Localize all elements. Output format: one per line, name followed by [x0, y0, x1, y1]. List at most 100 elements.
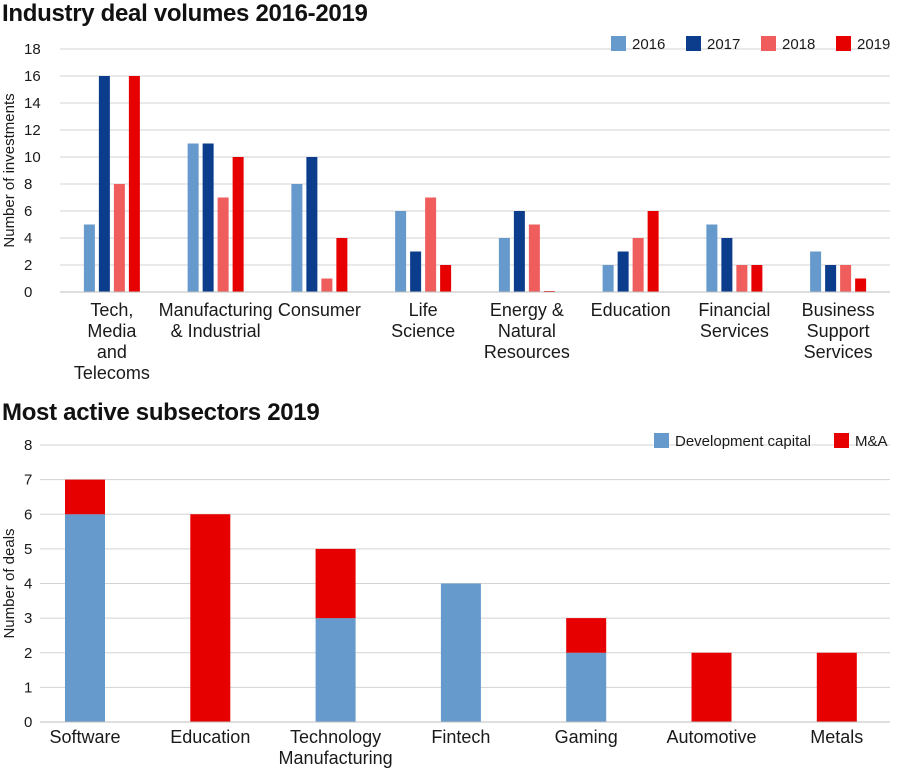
bar — [440, 265, 452, 292]
y-tick-label: 3 — [24, 610, 32, 627]
category-label-line: Services — [804, 342, 873, 362]
bar — [336, 238, 348, 292]
bar — [202, 143, 214, 292]
category-label: Automotive — [666, 727, 756, 747]
category-label-line: Manufacturing — [159, 300, 273, 320]
category-label: Gaming — [555, 727, 618, 747]
bar — [751, 265, 763, 292]
category-label-line: Media — [87, 321, 137, 341]
legend-swatch — [686, 36, 701, 51]
y-tick-label: 8 — [24, 176, 32, 193]
y-tick-label: 1 — [24, 679, 32, 696]
bar — [128, 76, 140, 292]
y-tick-label: 0 — [24, 714, 32, 731]
bar — [410, 251, 422, 292]
y-tick-label: 7 — [24, 472, 32, 489]
bar-segment — [566, 652, 607, 722]
legend-swatch — [836, 36, 851, 51]
y-tick-label: 16 — [24, 68, 41, 85]
category-label-line: Fintech — [431, 727, 490, 747]
bar — [647, 211, 659, 292]
bar-segment — [65, 514, 105, 722]
category-label-line: Consumer — [278, 300, 361, 320]
bar — [321, 278, 333, 292]
bar — [425, 197, 437, 292]
y-tick-label: 2 — [24, 257, 32, 274]
bar — [306, 157, 318, 292]
legend-swatch — [654, 433, 669, 448]
bar — [825, 265, 837, 292]
category-label: Life Science — [391, 300, 455, 341]
bar-segment — [440, 583, 481, 722]
bar — [291, 184, 303, 292]
legend-swatch — [611, 36, 626, 51]
legend-swatch — [834, 433, 849, 448]
bar — [83, 224, 95, 292]
category-label-line: Tech, — [90, 300, 133, 320]
y-tick-label: 0 — [24, 284, 32, 301]
category-label-line: Energy & — [490, 300, 564, 320]
bar — [721, 238, 733, 292]
bar-segment — [566, 618, 607, 653]
bar — [602, 265, 614, 292]
y-tick-label: 6 — [24, 506, 32, 523]
category-label: Metals — [810, 727, 863, 747]
bar — [217, 197, 229, 292]
category-label: Technology Manufacturing — [279, 727, 393, 768]
bar — [187, 143, 199, 292]
category-label-line: Life — [409, 300, 438, 320]
legend-swatch — [761, 36, 776, 51]
category-label-line: Financial — [698, 300, 770, 320]
y-tick-label: 8 — [24, 437, 32, 454]
category-label-line: Education — [170, 727, 250, 747]
category-label-line: Science — [391, 321, 455, 341]
industry-deal-volumes-chart: 0 2 4 6 8 10 12 14 16 18 Number of investments Tech… — [1, 36, 890, 383]
category-label-line: Gaming — [555, 727, 618, 747]
category-label-line: Software — [49, 727, 120, 747]
category-label: Business Support Services — [802, 300, 875, 362]
category-label-line: Technology — [290, 727, 381, 747]
category-label-line: Automotive — [666, 727, 756, 747]
y-tick-label: 10 — [24, 149, 41, 166]
category-label-line: Business — [802, 300, 875, 320]
bar — [395, 211, 407, 292]
bar — [498, 238, 510, 292]
y-tick-label: 5 — [24, 541, 32, 558]
category-label-line: Services — [700, 321, 769, 341]
category-label-line: Resources — [484, 342, 570, 362]
category-label-line: Manufacturing — [279, 748, 393, 768]
category-label: Education — [170, 727, 250, 747]
y-tick-label: 4 — [24, 576, 32, 593]
y-tick-label: 12 — [24, 122, 41, 139]
category-label: Financial Services — [698, 300, 770, 341]
category-label-line: Telecoms — [74, 363, 150, 383]
category-label-line: Metals — [810, 727, 863, 747]
category-label: Software — [49, 727, 120, 747]
bar-segment — [65, 479, 105, 515]
bar — [98, 76, 110, 292]
category-label: Fintech — [431, 727, 490, 747]
y-axis-title: Number of deals — [1, 528, 18, 638]
bar — [632, 238, 644, 292]
bar — [113, 184, 125, 292]
bar-segment — [190, 514, 231, 722]
y-tick-label: 2 — [24, 645, 32, 662]
bar — [232, 157, 244, 292]
bar — [840, 265, 852, 292]
y-tick-label: 14 — [24, 95, 41, 112]
bar-segment — [816, 652, 857, 722]
legend-label: M&A — [855, 433, 888, 450]
bar — [736, 265, 748, 292]
y-tick-label: 6 — [24, 203, 32, 220]
category-label-line: Natural — [498, 321, 556, 341]
category-label: Tech, Media and Telecoms — [74, 300, 150, 383]
category-label: Manufacturing & Industrial — [159, 300, 273, 341]
y-tick-label: 18 — [24, 41, 41, 58]
subsectors-chart: 0 1 2 3 4 5 6 7 8 Number of deals Software Educatio… — [1, 433, 890, 768]
bar — [513, 211, 525, 292]
category-label: Education — [591, 300, 671, 320]
bar-segment — [315, 618, 356, 722]
legend-label: 2019 — [857, 36, 890, 53]
bar-segment — [691, 652, 732, 722]
bar — [528, 224, 540, 292]
